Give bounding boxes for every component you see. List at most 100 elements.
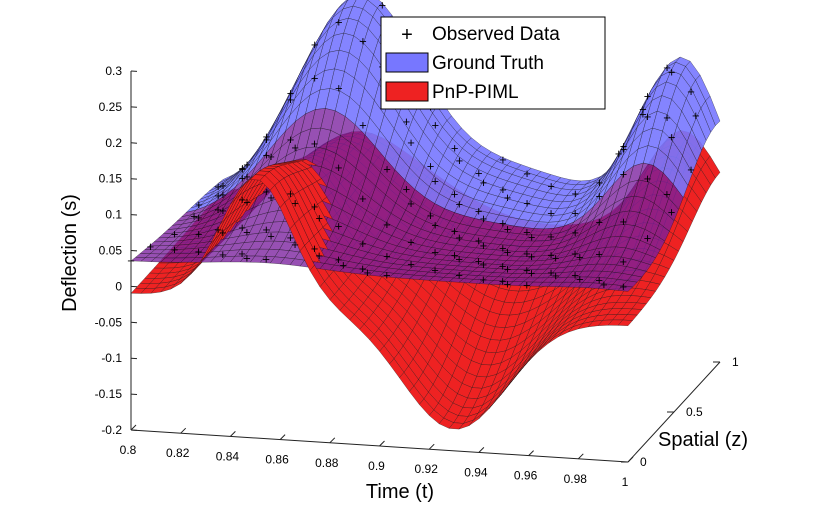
observed-data-marker: +	[571, 225, 579, 240]
x-tick	[329, 437, 336, 444]
observed-data-marker: +	[407, 257, 415, 272]
observed-data-marker: +	[687, 84, 695, 99]
y-ticks: 00.51	[621, 355, 739, 469]
observed-data-marker: +	[214, 179, 222, 194]
observed-data-marker: +	[644, 109, 652, 124]
observed-data-marker: +	[195, 197, 203, 212]
observed-data-marker: +	[359, 117, 367, 132]
x-tick-label: 0.98	[564, 472, 588, 486]
observed-data-marker: +	[407, 234, 415, 249]
observed-data-marker: +	[523, 246, 531, 261]
observed-data-marker: +	[451, 187, 459, 202]
observed-data-marker: +	[335, 252, 343, 267]
legend-observed-marker: +	[401, 24, 413, 46]
observed-data-marker: +	[214, 188, 222, 203]
observed-data-marker: +	[287, 230, 295, 245]
observed-data-marker: +	[263, 132, 271, 147]
observed-data-marker: +	[663, 186, 671, 201]
observed-data-marker: +	[263, 222, 271, 237]
observed-data-marker: +	[311, 241, 319, 256]
observed-data-marker: +	[383, 267, 391, 282]
observed-data-marker: +	[311, 199, 319, 214]
x-tick-label: 0.84	[216, 449, 240, 463]
observed-data-marker: +	[528, 230, 536, 245]
observed-data-marker: +	[431, 245, 439, 260]
observed-data-marker: +	[504, 262, 512, 277]
observed-data-marker: +	[431, 263, 439, 278]
observed-data-marker: +	[383, 161, 391, 176]
observed-data-marker: +	[475, 233, 483, 248]
observed-data-marker: +	[547, 265, 555, 280]
observed-data-marker: +	[383, 217, 391, 232]
observed-data-marker: +	[219, 203, 227, 218]
observed-data-marker: +	[359, 191, 367, 206]
observed-data-marker: +	[480, 272, 488, 287]
observed-data-marker: +	[571, 246, 579, 261]
observed-data-marker: +	[431, 217, 439, 232]
observed-data-marker: +	[238, 192, 246, 207]
observed-data-marker: +	[287, 132, 295, 147]
observed-data-marker: +	[359, 34, 367, 49]
observed-data-marker: +	[263, 129, 271, 144]
observed-data-marker: +	[639, 102, 647, 117]
observed-data-marker: +	[600, 277, 608, 292]
observed-data-marker: +	[311, 136, 319, 151]
legend-ground-truth-swatch	[385, 52, 429, 73]
z-tick-label: 0.3	[105, 64, 122, 78]
observed-data-marker: +	[262, 252, 270, 267]
observed-data-marker: +	[219, 178, 227, 193]
observed-data-marker: +	[499, 182, 507, 197]
observed-data-marker: +	[547, 206, 555, 221]
observed-data-marker: +	[523, 278, 531, 293]
observed-data-marker: +	[528, 249, 536, 264]
observed-data-marker: +	[311, 70, 319, 85]
observed-data-marker: +	[547, 229, 555, 244]
observed-data-marker: +	[451, 140, 459, 155]
observed-data-marker: +	[687, 162, 695, 177]
observed-data-marker: +	[427, 158, 435, 173]
observed-data-marker: +	[195, 244, 203, 259]
observed-data-marker: +	[504, 277, 512, 292]
observed-data-marker: +	[238, 246, 246, 261]
observed-data-marker: +	[595, 247, 603, 262]
y-tick-label: 0	[640, 455, 647, 469]
observed-data-marker: +	[287, 186, 295, 201]
observed-data-marker: +	[639, 106, 647, 121]
observed-data-marker: +	[456, 153, 464, 168]
ground-truth-surface-patch	[617, 285, 633, 292]
observed-data-marker: +	[668, 130, 676, 145]
observed-data-marker: +	[552, 250, 560, 265]
z-ticks: 0.3 0.25 0.2 0.15 0.1 0.05 0 -0.05 -0.1 -0.15 -0.2	[95, 64, 138, 437]
x-tick-label: 0.92	[415, 462, 439, 476]
observed-data-marker: +	[523, 262, 531, 277]
legend: + Observed Data Ground Truth PnP-PIML	[380, 16, 606, 110]
observed-data-marker: +	[499, 258, 507, 273]
observed-data-marker: +	[431, 173, 439, 188]
observed-data-marker: +	[571, 206, 579, 221]
observed-data-marker: +	[219, 225, 227, 240]
observed-data-marker: +	[523, 166, 531, 181]
z-tick-label: 0.2	[105, 136, 122, 150]
z-tick-label: -0.1	[101, 351, 122, 365]
observed-data-marker: +	[267, 190, 275, 205]
z-tick-label: 0.05	[99, 244, 123, 258]
observed-data-marker: +	[576, 249, 584, 264]
observed-data-marker: +	[596, 215, 604, 230]
observed-data-marker: +	[451, 223, 459, 238]
observed-data-marker: +	[239, 161, 247, 176]
observed-data-marker: +	[480, 257, 488, 272]
observed-data-marker: +	[523, 195, 531, 210]
x-tick-label: 1	[622, 475, 629, 489]
legend-observed-label: Observed Data	[432, 24, 560, 45]
x-axis-title: Time (t)	[366, 481, 434, 503]
x-tick	[478, 447, 485, 453]
observed-data-marker: +	[311, 37, 319, 52]
observed-data-marker: +	[456, 197, 464, 212]
observed-data-marker: +	[171, 227, 179, 242]
observed-data-marker: +	[692, 108, 700, 123]
observed-data-marker: +	[528, 265, 536, 280]
observed-data-marker: +	[523, 225, 531, 240]
observed-data-marker: +	[359, 236, 367, 251]
legend-ground-truth-label: Ground Truth	[432, 53, 544, 74]
